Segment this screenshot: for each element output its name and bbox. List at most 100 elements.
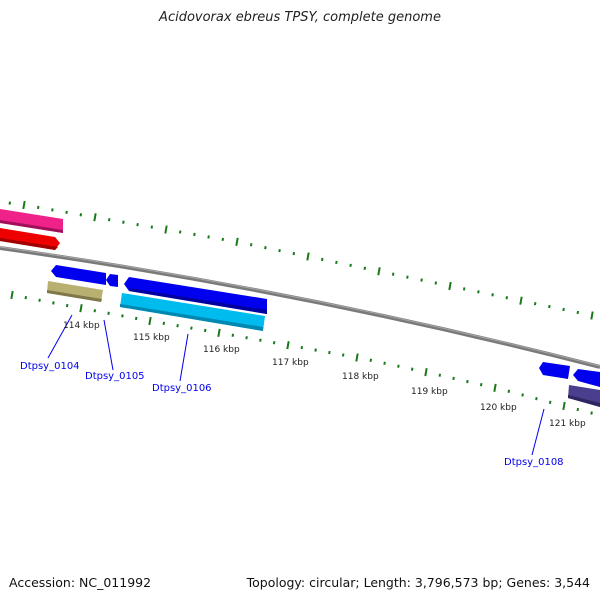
minor-tick (38, 298, 41, 302)
backbone-highlight (0, 246, 600, 367)
feature-blue-right[interactable] (573, 369, 600, 387)
minor-tick (65, 303, 69, 308)
minor-tick (24, 295, 28, 300)
minor-tick (462, 287, 466, 291)
major-tick (590, 311, 594, 320)
minor-tick (121, 314, 124, 318)
minor-tick (221, 237, 225, 242)
feature-pink[interactable] (0, 209, 63, 233)
minor-tick (434, 281, 438, 285)
minor-tick (8, 201, 12, 205)
minor-tick (438, 373, 442, 377)
tick-label-117: 117 kbp (272, 358, 309, 368)
minor-tick (397, 364, 400, 368)
major-tick (424, 368, 428, 377)
minor-tick (65, 210, 68, 215)
minor-tick (150, 225, 154, 229)
tick-label-115: 115 kbp (133, 333, 170, 343)
major-tick (562, 401, 566, 411)
minor-tick (548, 304, 551, 309)
gene-label-dtpsy-0108[interactable]: Dtpsy_0108 (504, 457, 564, 468)
major-tick (448, 281, 452, 291)
minor-tick (507, 389, 511, 393)
minor-tick (207, 235, 210, 239)
minor-tick (535, 396, 538, 401)
major-tick (93, 213, 97, 222)
tick-label-120: 120 kbp (480, 403, 517, 413)
major-tick (306, 252, 310, 261)
minor-tick (190, 326, 193, 330)
label-line-0108 (531, 408, 545, 456)
minor-tick (278, 248, 281, 253)
label-line-0105 (103, 319, 114, 371)
minor-tick (36, 205, 40, 210)
feature-purple-shade (568, 395, 600, 407)
genome-summary-text: Topology: circular; Length: 3,796,573 bp… (246, 575, 590, 590)
feature-blue-0104[interactable] (51, 265, 106, 285)
minor-tick (51, 208, 54, 212)
feature-blue-0108[interactable] (539, 362, 570, 379)
major-tick (164, 225, 168, 234)
feature-blue-0105[interactable] (106, 274, 118, 287)
feature-red-arrow[interactable] (0, 228, 60, 250)
label-line-0104 (47, 314, 73, 359)
minor-tick (245, 336, 248, 340)
minor-tick (452, 376, 455, 381)
minor-tick (162, 321, 166, 326)
major-tick (22, 200, 26, 210)
tick-label-118: 118 kbp (342, 372, 379, 382)
label-line-0106 (179, 333, 189, 382)
minor-tick (576, 310, 580, 315)
minor-tick (52, 301, 55, 305)
minor-tick (93, 309, 97, 313)
feature-khaki-shade (47, 290, 102, 302)
minor-tick (193, 232, 196, 237)
feature-red-shade (0, 238, 58, 250)
minor-tick (178, 230, 182, 234)
gene-label-dtpsy-0104[interactable]: Dtpsy_0104 (20, 361, 80, 372)
outer-tick-ring (8, 200, 594, 320)
minor-tick (107, 311, 110, 315)
gene-label-dtpsy-0106[interactable]: Dtpsy_0106 (152, 383, 212, 394)
feature-cyan-shade (120, 304, 263, 331)
major-tick (377, 267, 381, 276)
minor-tick (491, 293, 494, 297)
minor-tick (136, 222, 139, 227)
minor-tick (328, 350, 331, 355)
minor-tick (505, 296, 509, 300)
minor-tick (249, 243, 253, 247)
minor-tick (272, 341, 276, 345)
major-tick (235, 237, 239, 246)
major-tick (10, 290, 14, 300)
minor-tick (107, 218, 111, 222)
accession-text: Accession: NC_011992 (9, 575, 152, 590)
gene-label-dtpsy-0105[interactable]: Dtpsy_0105 (85, 371, 145, 382)
feature-pink-shade (0, 220, 63, 233)
minor-tick (363, 266, 367, 270)
inner-tick-ring (10, 290, 593, 415)
minor-tick (466, 379, 469, 384)
map-title: Acidovorax ebreus TPSY, complete genome (159, 10, 441, 25)
major-tick (286, 341, 290, 350)
minor-tick (259, 338, 262, 342)
minor-tick (335, 260, 338, 265)
minor-tick (533, 301, 537, 306)
minor-tick (369, 358, 373, 362)
major-tick (79, 304, 83, 313)
minor-tick (122, 220, 125, 224)
tick-label-116: 116 kbp (203, 345, 240, 355)
minor-tick (406, 275, 409, 279)
minor-tick (300, 345, 304, 350)
tick-label-121: 121 kbp (549, 419, 586, 429)
feature-khaki[interactable] (47, 281, 103, 302)
major-tick (355, 353, 359, 362)
minor-tick (231, 333, 235, 337)
tick-label-119: 119 kbp (411, 387, 448, 397)
minor-tick (134, 316, 138, 321)
minor-tick (320, 257, 324, 262)
minor-tick (292, 251, 296, 256)
major-tick (493, 383, 497, 392)
major-tick (217, 328, 221, 337)
minor-tick (576, 407, 580, 412)
minor-tick (477, 290, 480, 294)
